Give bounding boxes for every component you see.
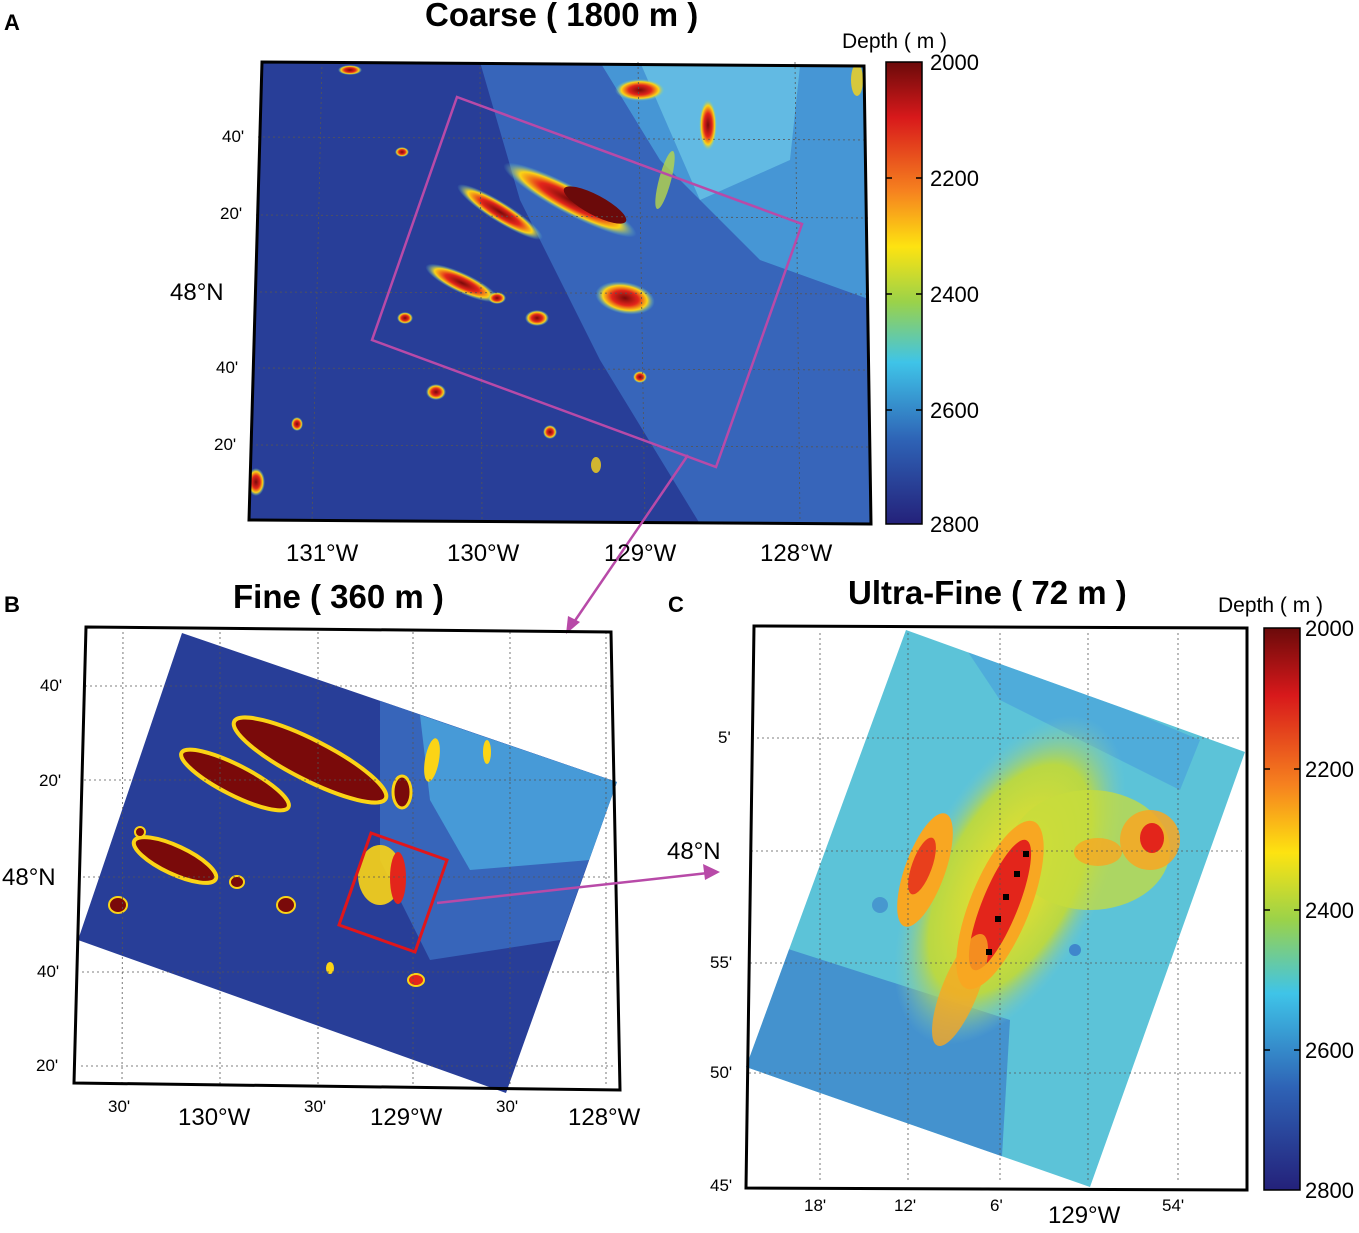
panel-b-lat-tick: 40' (40, 676, 63, 695)
panel-a-lon-tick: 128°W (760, 540, 833, 567)
colorbar-top-tick: 2400 (930, 282, 979, 307)
panel-a-lat-tick: 48°N (170, 279, 224, 306)
panel-b-lat-tick: 20' (36, 1056, 59, 1075)
panel-b-lon-tick: 30' (108, 1097, 131, 1116)
colorbar-top-tick: 2000 (930, 50, 979, 75)
panel-c-title: Ultra-Fine ( 72 m ) (848, 574, 1127, 611)
panel-c-letter: C (668, 592, 684, 617)
colorbar-bottom-title: Depth ( m ) (1218, 594, 1324, 617)
panel-c-lat-tick: 55' (710, 953, 733, 972)
panel-b-lon-tick: 30' (304, 1097, 327, 1116)
colorbar-bottom (1263, 627, 1301, 1191)
panel-c-map (744, 624, 1249, 1192)
panel-b-letter: B (4, 592, 20, 617)
panel-b-lon-tick: 130°W (178, 1104, 251, 1131)
colorbar-top-tick: 2800 (930, 512, 979, 537)
zoom-arrow-a-b (566, 454, 690, 634)
colorbar-top (885, 61, 923, 525)
panel-c-lat-tick: 48°N (667, 838, 721, 865)
zoom-arrow-b-c (436, 864, 720, 905)
panel-b-lon-tick: 30' (496, 1097, 519, 1116)
panel-b-lat-tick: 20' (39, 771, 62, 790)
panel-c-lat-tick: 50' (710, 1063, 733, 1082)
panel-a-lon-tick: 131°W (286, 540, 359, 567)
panel-c-lon-tick: 12' (894, 1196, 917, 1215)
colorbar-top-tick: 2600 (930, 398, 979, 423)
panel-a-lon-tick: 129°W (604, 540, 677, 567)
panel-b-lat-tick: 40' (37, 962, 60, 981)
panel-c-lon-tick: 6' (990, 1196, 1003, 1215)
panel-a-lat-tick: 20' (214, 435, 237, 454)
nest-box-b (337, 831, 449, 954)
panel-c-lon-tick: 18' (804, 1196, 827, 1215)
panel-b-lon-tick: 128°W (568, 1104, 641, 1131)
panel-c-lon-tick: 54' (1162, 1196, 1185, 1215)
panel-a-letter: A (4, 10, 20, 35)
panel-a-map (247, 60, 873, 526)
colorbar-top-tick: 2200 (930, 166, 979, 191)
colorbar-bottom-tick: 2400 (1305, 898, 1354, 923)
panel-a-lat-tick: 40' (222, 127, 245, 146)
colorbar-bottom-tick: 2800 (1305, 1178, 1354, 1203)
panel-c-lat-tick: 45' (710, 1176, 733, 1195)
panel-a-title: Coarse ( 1800 m ) (425, 0, 699, 33)
nest-box-a (370, 95, 804, 469)
colorbar-top-title: Depth ( m ) (842, 30, 948, 53)
panel-b-map (72, 625, 622, 1093)
colorbar-bottom-tick: 2200 (1305, 757, 1354, 782)
panel-c-lat-tick: 5' (718, 728, 731, 747)
colorbar-bottom-tick: 2600 (1305, 1038, 1354, 1063)
panel-b-lon-tick: 129°W (370, 1104, 443, 1131)
panel-b-title: Fine ( 360 m ) (233, 578, 444, 615)
colorbar-bottom-tick: 2000 (1305, 616, 1354, 641)
station-markers (986, 851, 1029, 955)
panel-b-lat-tick: 48°N (2, 864, 56, 891)
panel-a-lon-tick: 130°W (447, 540, 520, 567)
panel-a-lat-tick: 40' (216, 358, 239, 377)
panel-c-lon-tick: 129°W (1048, 1202, 1121, 1229)
panel-a-lat-tick: 20' (220, 204, 243, 223)
